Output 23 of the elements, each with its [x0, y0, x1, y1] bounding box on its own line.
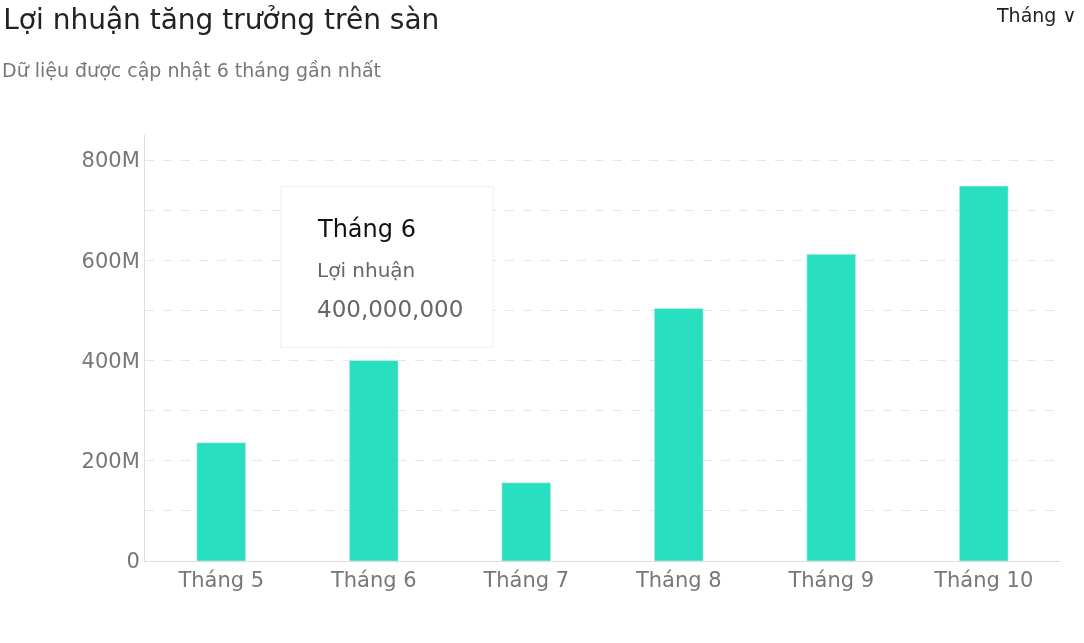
- y-tick-label: 600M: [81, 248, 140, 273]
- chart-title: Lợi nhuận tăng trưởng trên sàn: [3, 3, 440, 37]
- text: Lợi nhuận: [317, 258, 416, 282]
- y-tick-label: 200M: [81, 449, 140, 474]
- y-tick-label: 800M: [81, 148, 140, 173]
- bar: [806, 254, 856, 561]
- bar: [501, 482, 551, 561]
- x-tick-label: Tháng 7: [482, 568, 570, 593]
- bar: [959, 185, 1009, 561]
- x-tick-label: Tháng 8: [634, 568, 722, 593]
- bar: [196, 442, 246, 561]
- x-tick-label: Tháng 5: [177, 568, 265, 593]
- category-label: Tháng 6: [318, 215, 416, 243]
- y-tick-label: 0: [126, 549, 140, 574]
- x-tick-label: Tháng 6: [329, 568, 417, 593]
- chart-subtitle: Dữ liệu được cập nhật 6 tháng gần nhất: [2, 59, 382, 81]
- y-tick-label: 400M: [81, 348, 140, 373]
- annotation: 400,000,000: [317, 296, 464, 322]
- bar: [349, 360, 399, 561]
- text: Tháng ∨: [996, 4, 1077, 26]
- x-tick-label: Tháng 9: [787, 568, 875, 593]
- x-tick-label: Tháng 10: [933, 568, 1034, 593]
- bar: [654, 308, 704, 561]
